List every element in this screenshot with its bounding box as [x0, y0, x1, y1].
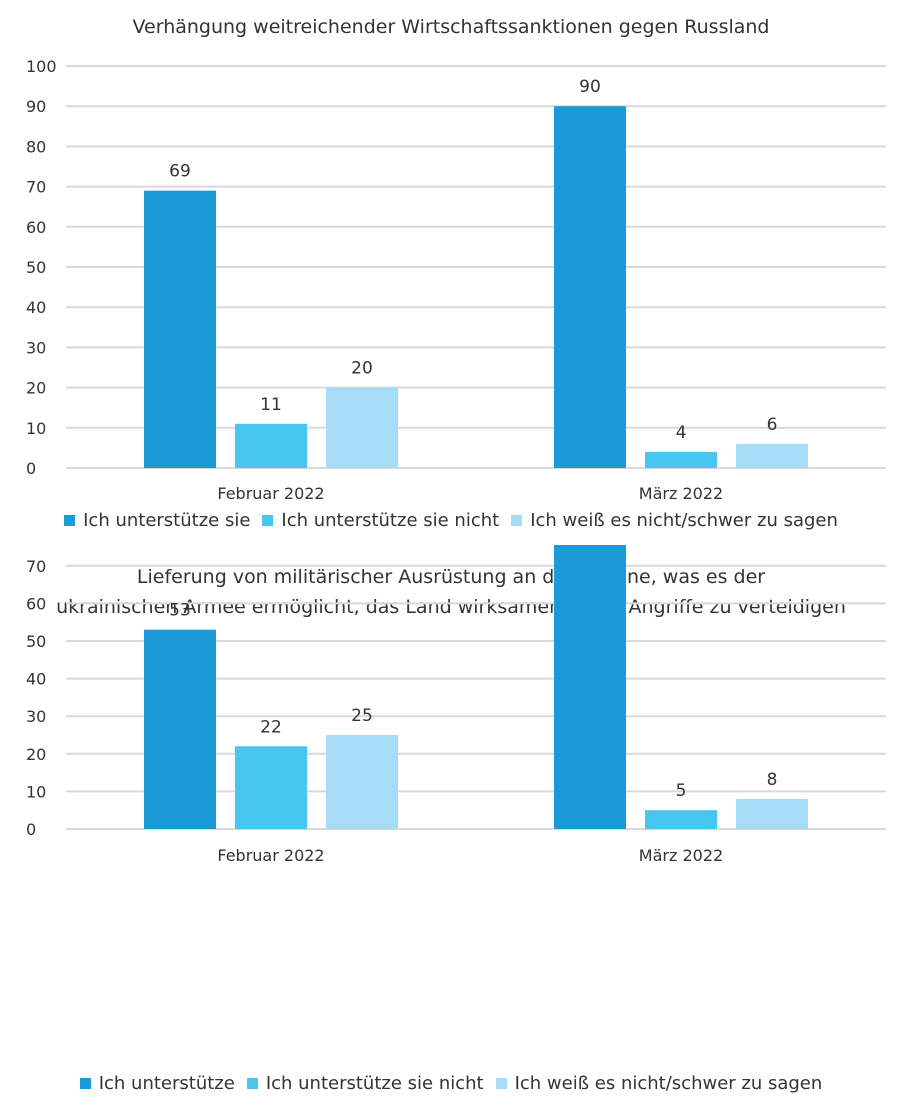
chart-military-equipment: Lieferung von militärischer Ausrüstung a… [0, 545, 902, 1106]
y-tick-label: 0 [26, 820, 36, 839]
data-label: 90 [579, 77, 601, 97]
legend-label: Ich unterstütze sie nicht [281, 510, 500, 531]
bar [645, 451, 717, 468]
bar [326, 387, 398, 468]
x-category-label: Februar 2022 [217, 846, 324, 865]
legend-item: Ich weiß es nicht/schwer zu sagen [511, 510, 838, 531]
y-tick-label: 90 [26, 97, 46, 116]
bar [554, 545, 626, 829]
bar [235, 746, 307, 829]
data-label: 5 [676, 781, 687, 801]
y-tick-label: 80 [26, 137, 46, 156]
legend-swatch [79, 1078, 91, 1089]
y-tick-label: 20 [26, 745, 46, 764]
legend-label: Ich weiß es nicht/schwer zu sagen [530, 510, 838, 531]
data-label: 22 [260, 717, 282, 737]
data-label: 25 [351, 706, 373, 726]
legend-label: Ich weiß es nicht/schwer zu sagen [514, 1073, 823, 1094]
y-tick-label: 30 [26, 707, 46, 726]
legend-swatch [64, 515, 76, 526]
bar [554, 106, 626, 468]
x-category-label: Februar 2022 [217, 484, 324, 503]
chart-sanctions: Verhängung weitreichender Wirtschaftssan… [0, 0, 902, 545]
chart-title: Verhängung weitreichender Wirtschaftssan… [0, 12, 902, 42]
y-tick-label: 50 [26, 258, 46, 277]
legend-label: Ich unterstütze [98, 1073, 235, 1094]
bar [326, 735, 398, 829]
legend-item: Ich unterstütze sie nicht [246, 1073, 484, 1094]
y-tick-label: 100 [26, 57, 57, 76]
bar [235, 423, 307, 468]
bar [645, 810, 717, 829]
bar [144, 629, 216, 829]
legend-item: Ich unterstütze sie nicht [262, 510, 499, 531]
y-tick-label: 50 [26, 632, 46, 651]
legend-swatch [511, 515, 523, 526]
data-label: 20 [351, 359, 373, 379]
plot-area: 0 10 20 30 40 50 60 70 80 90 100 Februar 2022 69 11 20… [26, 57, 886, 503]
bar [736, 798, 808, 829]
bar [736, 443, 808, 468]
legend-label: Ich unterstütze sie nicht [265, 1073, 484, 1094]
chart-title-line: Verhängung weitreichender Wirtschaftssan… [132, 16, 770, 38]
chart-title-line: ukrainischen Armee ermöglicht, das Land … [56, 596, 846, 618]
y-tick-label: 60 [26, 218, 46, 237]
y-tick-label: 10 [26, 782, 46, 801]
x-category-label: März 2022 [639, 846, 723, 865]
y-tick-label: 70 [26, 178, 46, 197]
y-tick-label: 30 [26, 338, 46, 357]
y-tick-label: 70 [26, 557, 46, 576]
legend-swatch [246, 1078, 258, 1089]
y-tick-label: 10 [26, 419, 46, 438]
y-tick-label: 40 [26, 298, 46, 317]
legend-swatch [262, 515, 274, 526]
data-label: 4 [676, 423, 687, 443]
y-tick-label: 0 [26, 459, 36, 478]
data-label: 69 [169, 162, 191, 182]
legend: Ich unterstütze Ich unterstütze sie nich… [0, 1073, 902, 1094]
legend: Ich unterstütze sie Ich unterstütze sie … [0, 510, 902, 531]
y-tick-label: 40 [26, 670, 46, 689]
legend-swatch [495, 1078, 507, 1089]
bar [144, 190, 216, 468]
y-tick-label: 60 [26, 594, 46, 613]
legend-label: Ich unterstütze sie [83, 510, 251, 531]
legend-item: Ich weiß es nicht/schwer zu sagen [495, 1073, 823, 1094]
data-label: 6 [767, 415, 778, 435]
x-category-label: März 2022 [639, 484, 723, 503]
legend-item: Ich unterstütze sie [64, 510, 250, 531]
data-label: 11 [260, 395, 282, 415]
data-label: 8 [767, 770, 778, 790]
data-label: 53 [169, 601, 191, 621]
y-tick-label: 20 [26, 379, 46, 398]
legend-item: Ich unterstütze [79, 1073, 235, 1094]
